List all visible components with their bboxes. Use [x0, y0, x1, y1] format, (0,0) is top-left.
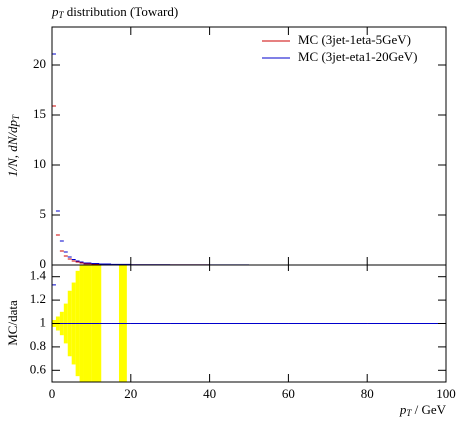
legend-label: MC (3jet-1eta-5GeV)	[298, 32, 411, 47]
x-tick-label: 0	[49, 386, 56, 401]
ratio-plot	[52, 284, 446, 324]
x-tick-label: 60	[282, 386, 295, 401]
ratio-frame	[51, 264, 447, 383]
main-plot	[52, 53, 446, 265]
y-label-subscript: T	[11, 114, 21, 120]
x-tick-label: 40	[203, 386, 216, 401]
ratio-y-axis-label: MC/data	[5, 300, 20, 346]
x-tick-label: 100	[436, 386, 456, 401]
y-tick-label: 5	[40, 206, 47, 221]
x-axis-label: pT / GeV	[399, 402, 447, 418]
ratio-y-tick-label: 1.4	[30, 268, 47, 283]
title-symbol: p	[51, 4, 59, 19]
ratio-y-tick-label: 0.6	[30, 361, 47, 376]
y-axis-label: 1/N, dN/dpT	[5, 114, 21, 177]
title-subscript: T	[59, 10, 65, 20]
y-tick-label: 0	[40, 256, 47, 271]
y-tick-label: 15	[33, 106, 46, 121]
x-label-subscript: T	[406, 408, 412, 418]
ratio-y-tick-label: 0.8	[30, 338, 46, 353]
y-tick-label: 20	[33, 56, 46, 71]
x-label-text: / GeV	[411, 402, 446, 417]
ratio-y-tick-label: 1.2	[30, 291, 46, 306]
title-text: distribution (Toward)	[64, 4, 179, 19]
x-tick-label: 80	[361, 386, 374, 401]
legend-label: MC (3jet-eta1-20GeV)	[298, 49, 418, 64]
x-tick-label: 20	[124, 386, 137, 401]
x-label-symbol: p	[399, 402, 407, 417]
y-tick-label: 10	[33, 156, 46, 171]
chart-title: pT distribution (Toward)	[51, 4, 178, 20]
axes: 0 20 40 60 80 100 0 5 10 15 20 0.6 0.8 1 1.2 1.4 MC (3je…	[30, 27, 456, 401]
ratio-y-tick-label: 1	[40, 314, 47, 329]
y-label-text: 1/N, dN/dp	[5, 119, 20, 177]
